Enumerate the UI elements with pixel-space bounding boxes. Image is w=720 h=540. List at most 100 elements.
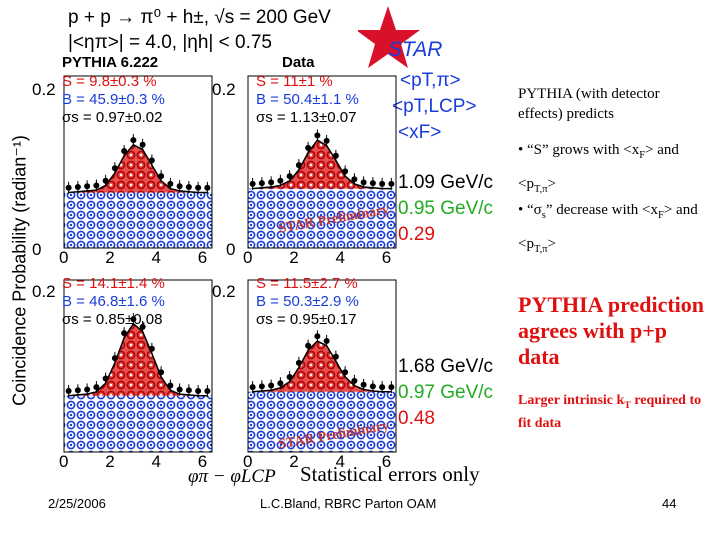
panel-pythia-bottom-point xyxy=(185,387,192,394)
panel-data-bottom xyxy=(247,279,397,453)
panel-data-bottom-point xyxy=(342,369,349,376)
panel-pythia-top-point xyxy=(65,184,72,191)
panel-data-bottom-point xyxy=(369,383,376,390)
x-tick-0-1-1: 2 xyxy=(289,248,299,267)
panel-pythia-top-point xyxy=(84,183,91,190)
agreement-statement: PYTHIA prediction agrees with p+p data xyxy=(518,292,705,369)
panel-data-bottom-point xyxy=(268,382,275,389)
bottom-value-pt-pi: 1.68 GeV/c xyxy=(398,356,494,377)
panel-data-bottom-point xyxy=(388,384,395,391)
br-B: B = 50.3±2.9 % xyxy=(256,293,359,310)
panel-pythia-top-background xyxy=(64,192,212,248)
eta-cuts: |<ηπ>| = 4.0, |ηh| < 0.75 xyxy=(68,32,272,53)
panel-pythia-top-point xyxy=(102,177,109,184)
br-sigma: σs = 0.95±0.17 xyxy=(256,311,357,328)
footer-date: 2/25/2006 xyxy=(48,496,106,511)
x-tick-0-1-3: 6 xyxy=(381,248,392,267)
footer-center: L.C.Bland, RBRC Parton OAM xyxy=(260,496,437,511)
panel-pythia-top-fit-line xyxy=(68,143,208,194)
errors-note: Statistical errors only xyxy=(300,462,480,486)
panel-data-bottom-point xyxy=(360,381,367,388)
y-tick-bottom-right-02: 0.2 xyxy=(212,282,236,301)
x-tick-1-1-1: 2 xyxy=(289,452,299,471)
panel-pythia-bottom-point xyxy=(93,384,100,391)
star-logo-text: STAR xyxy=(388,38,442,61)
panel-pythia-bottom-point xyxy=(148,345,155,352)
panel-data-top-point xyxy=(323,137,330,144)
panel-data-bottom-frame xyxy=(247,279,397,453)
panel-pythia-bottom-signal xyxy=(64,323,212,396)
panel-data-top-point xyxy=(305,144,312,151)
tl-sigma: σs = 0.97±0.02 xyxy=(62,109,163,126)
y-tick-top-right-0: 0 xyxy=(226,240,236,259)
panel-pythia-top-point xyxy=(74,184,81,191)
panel-pythia-top-point xyxy=(130,137,137,144)
intrinsic-kt-note: Larger intrinsic kT required to fit data xyxy=(518,393,702,431)
y-tick-top-left-02: 0.2 xyxy=(32,80,56,99)
x-tick-1-0-1: 2 xyxy=(105,452,115,471)
top-value-pt-lcp: 0.95 GeV/c xyxy=(398,198,494,219)
panel-pythia-bottom-point xyxy=(167,382,174,389)
x-tick-0-1-0: 0 xyxy=(243,248,253,267)
panel-data-bottom-point xyxy=(295,359,302,366)
panel-data-top-point xyxy=(258,180,265,187)
panel-pythia-bottom-point xyxy=(84,386,91,393)
panel-pythia-bottom-point xyxy=(65,388,72,395)
bl-B: B = 46.8±1.6 % xyxy=(62,293,165,310)
tr-B: B = 50.4±1.1 % xyxy=(256,91,359,108)
panel-data-top-point xyxy=(268,179,275,186)
panel-data-bottom-point xyxy=(305,342,312,349)
panel-pythia-bottom-point xyxy=(176,386,183,393)
x-tick-0-0-3: 6 xyxy=(197,248,208,267)
star-logo: STAR xyxy=(358,6,442,68)
panel-pythia-bottom-point xyxy=(121,330,128,337)
panel-data-top-point xyxy=(295,162,302,169)
tl-S: S = 9.8±0.3 % xyxy=(62,73,157,90)
x-tick-0-0-2: 4 xyxy=(151,248,161,267)
panel-pythia-bottom-point xyxy=(130,316,137,323)
panel-pythia-bottom-point xyxy=(204,388,211,395)
reaction-title: p + p → π⁰ + h±, √s = 200 GeV xyxy=(68,7,331,28)
x-tick-1-1-0: 0 xyxy=(243,452,253,471)
x-tick-0-1-2: 4 xyxy=(335,248,345,267)
panel-pythia-bottom-frame xyxy=(63,279,213,453)
panel-data-bottom-fit-line xyxy=(252,340,392,393)
x-tick-1-0-3: 6 xyxy=(197,452,208,471)
bottom-value-xf: 0.48 xyxy=(398,408,435,429)
tr-sigma: σs = 1.13±0.07 xyxy=(256,109,357,126)
panel-pythia-bottom-point xyxy=(139,323,146,330)
panel-pythia-top-point xyxy=(148,157,155,164)
panel-pythia-bottom xyxy=(63,279,213,453)
panel-data-bottom-background xyxy=(248,391,396,452)
panel-pythia-top-point xyxy=(139,141,146,148)
bullet-sigma-decreases: • “σs” decrease with <xF> and <pT,π> xyxy=(518,202,698,255)
panel-data-top-point xyxy=(277,177,284,184)
x-tick-0-0-1: 2 xyxy=(105,248,115,267)
y-tick-bottom-left-02: 0.2 xyxy=(32,282,56,301)
tl-B: B = 45.9±0.3 % xyxy=(62,91,165,108)
bl-S: S = 14.1±1.4 % xyxy=(62,275,165,292)
legend-pt-pi: <pT,π> xyxy=(400,70,461,91)
panel-pythia-bottom-background xyxy=(64,395,212,452)
panel-pythia-bottom-point xyxy=(195,388,202,395)
bottom-value-pt-lcp: 0.97 GeV/c xyxy=(398,382,494,403)
panel-pythia-bottom-point xyxy=(102,375,109,382)
panel-data-top xyxy=(247,75,397,249)
panel-pythia-top-frame xyxy=(63,75,213,249)
col-title-pythia: PYTHIA 6.222 xyxy=(62,54,159,71)
top-value-xf: 0.29 xyxy=(398,224,435,245)
br-S: S = 11.5±2.7 % xyxy=(256,275,358,292)
panel-pythia-bottom-fit-line xyxy=(68,322,208,397)
panel-pythia-top-point xyxy=(195,184,202,191)
panel-pythia-top-point xyxy=(167,180,174,187)
tr-S: S = 11±1 % xyxy=(256,73,333,90)
panel-data-bottom-point xyxy=(258,383,265,390)
panel-data-bottom-point xyxy=(314,333,321,340)
panel-pythia-top-signal xyxy=(64,144,212,193)
x-tick-0-0-0: 0 xyxy=(59,248,69,267)
y-tick-top-left-0: 0 xyxy=(32,240,42,259)
col-title-data: Data xyxy=(282,54,315,71)
plot-panels xyxy=(63,75,397,453)
bl-sigma: σs = 0.85±0.08 xyxy=(62,311,163,328)
panel-data-top-background xyxy=(248,188,396,248)
